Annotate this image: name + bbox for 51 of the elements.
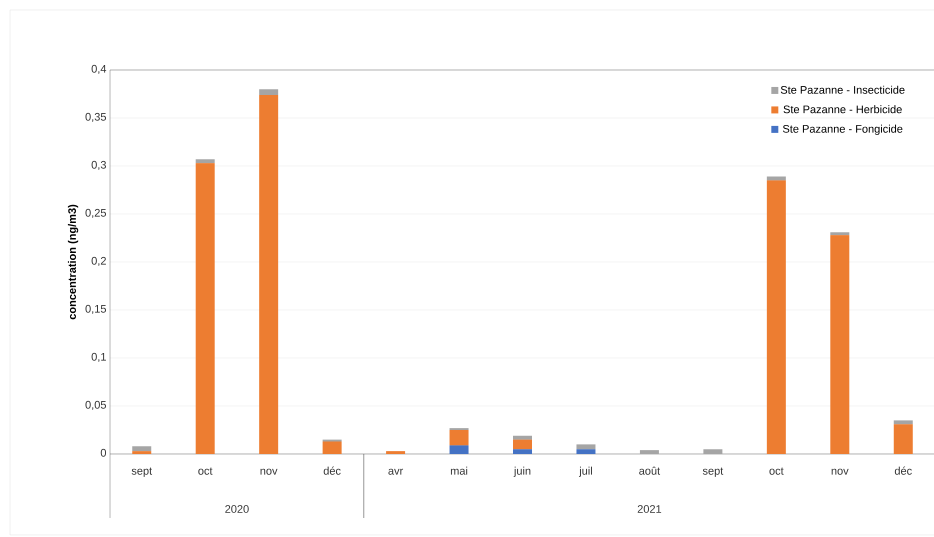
bar — [576, 449, 596, 454]
y-tick-label: 0,15 — [85, 304, 106, 314]
bar — [450, 430, 469, 446]
bar — [830, 235, 850, 454]
x-tick-label: nov — [832, 468, 849, 475]
bar — [196, 159, 215, 164]
bar — [450, 445, 469, 454]
bar — [513, 436, 532, 440]
legend-label: Ste Pazanne - Fongicide — [782, 124, 902, 135]
bar — [766, 180, 786, 454]
x-tick-label: sept — [132, 468, 152, 477]
x-tick-label: avr — [388, 468, 404, 475]
legend-label: Ste Pazanne - Insecticide — [780, 86, 905, 94]
legend-label: Ste Pazanne - Herbicide — [784, 105, 902, 114]
y-tick-label: 0,25 — [85, 208, 106, 218]
bar — [322, 442, 342, 454]
bar — [259, 94, 278, 454]
bar — [894, 424, 913, 454]
x-tick-label: sept — [702, 468, 724, 477]
x-tick-label: mai — [450, 466, 468, 475]
x-tick-label: août — [639, 466, 660, 475]
bar — [386, 451, 406, 454]
bar — [830, 232, 850, 236]
y-tick-label: 0,1 — [92, 352, 106, 362]
bar — [196, 163, 215, 454]
bar — [132, 451, 152, 454]
bar — [513, 440, 532, 450]
x-tick-label: oct — [769, 468, 784, 475]
text: 2021 — [638, 505, 662, 513]
x-tick-label: oct — [198, 468, 212, 475]
y-tick-label: 0,05 — [85, 400, 106, 410]
x-tick-label: nov — [260, 468, 278, 475]
y-tick-label: 0 — [100, 448, 106, 457]
text: 2020 — [225, 505, 249, 513]
y-tick-label: 0,2 — [92, 256, 106, 266]
bar — [766, 176, 786, 180]
x-tick-label: déc — [324, 466, 341, 475]
bar — [894, 420, 913, 424]
bar — [703, 449, 722, 454]
y-tick-label: 0,35 — [85, 112, 106, 122]
y-axis-title: concentration (ng/m3) — [68, 204, 78, 320]
y-tick-label: 0,4 — [92, 64, 106, 74]
bar — [513, 449, 532, 454]
bar — [132, 446, 152, 452]
bar — [640, 450, 659, 454]
y-tick-label: 0,3 — [92, 160, 106, 170]
x-tick-label: déc — [894, 466, 912, 475]
x-tick-label: juil — [578, 466, 592, 477]
bar — [259, 89, 278, 95]
bar — [576, 444, 596, 450]
x-tick-label: juin — [514, 466, 530, 477]
